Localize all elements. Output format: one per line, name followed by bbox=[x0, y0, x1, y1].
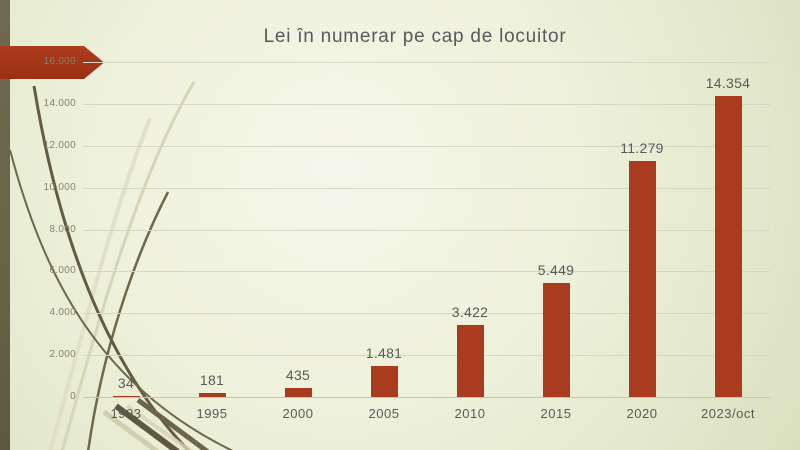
bar-value-label: 435 bbox=[285, 367, 311, 383]
y-axis-tick-label: 2.000 bbox=[49, 349, 76, 361]
bar bbox=[284, 388, 312, 397]
grid-line bbox=[83, 103, 770, 105]
x-axis-category-label: 2005 bbox=[368, 406, 400, 421]
grid-line bbox=[83, 313, 770, 315]
bar-value-label: 11.279 bbox=[620, 140, 664, 156]
x-axis-category-label: 2015 bbox=[540, 406, 572, 421]
x-axis-category-label: 2010 bbox=[454, 406, 486, 421]
x-axis-category-label: 2020 bbox=[626, 406, 658, 421]
bar bbox=[542, 283, 570, 397]
x-axis-category-label: 2000 bbox=[282, 406, 314, 421]
bar-value-label: 181 bbox=[199, 372, 225, 388]
x-axis-line bbox=[83, 397, 770, 398]
grid-line bbox=[83, 271, 770, 273]
bar-value-label: 1.481 bbox=[365, 345, 403, 361]
bar bbox=[370, 366, 398, 397]
y-axis-tick-label: 14.000 bbox=[43, 97, 76, 109]
grid-line bbox=[83, 62, 770, 63]
grid-line bbox=[83, 229, 770, 231]
bar-value-label: 14.354 bbox=[705, 75, 751, 91]
y-axis-tick-label: 6.000 bbox=[49, 265, 76, 277]
bar bbox=[456, 325, 484, 397]
bar bbox=[198, 393, 226, 397]
y-axis-tick-label: 12.000 bbox=[43, 139, 76, 151]
bar bbox=[628, 161, 656, 397]
slide-title: Lei în numerar pe cap de locuitor bbox=[263, 26, 567, 47]
x-axis-category-label: 1993 bbox=[110, 406, 142, 421]
bar-value-label: 5.449 bbox=[537, 262, 575, 278]
bar bbox=[112, 396, 140, 397]
y-axis-tick-label: 4.000 bbox=[49, 307, 76, 319]
x-axis-category-label: 1995 bbox=[196, 406, 228, 421]
grid-line bbox=[83, 355, 770, 357]
bar-value-label: 34 bbox=[117, 375, 135, 391]
x-axis-category-label: 2023/oct bbox=[700, 406, 756, 421]
bar bbox=[714, 96, 742, 397]
bar-value-label: 3.422 bbox=[451, 304, 489, 320]
left-edge-strip bbox=[0, 0, 10, 450]
arrow-banner bbox=[0, 46, 104, 79]
y-axis-tick-label: 16.000 bbox=[43, 56, 76, 67]
grid-line bbox=[83, 187, 770, 189]
grid-line bbox=[83, 145, 770, 147]
y-axis-tick-label: 0 bbox=[70, 391, 76, 402]
y-axis-tick-label: 10.000 bbox=[43, 181, 76, 193]
y-axis-tick-label: 8.000 bbox=[49, 223, 76, 235]
